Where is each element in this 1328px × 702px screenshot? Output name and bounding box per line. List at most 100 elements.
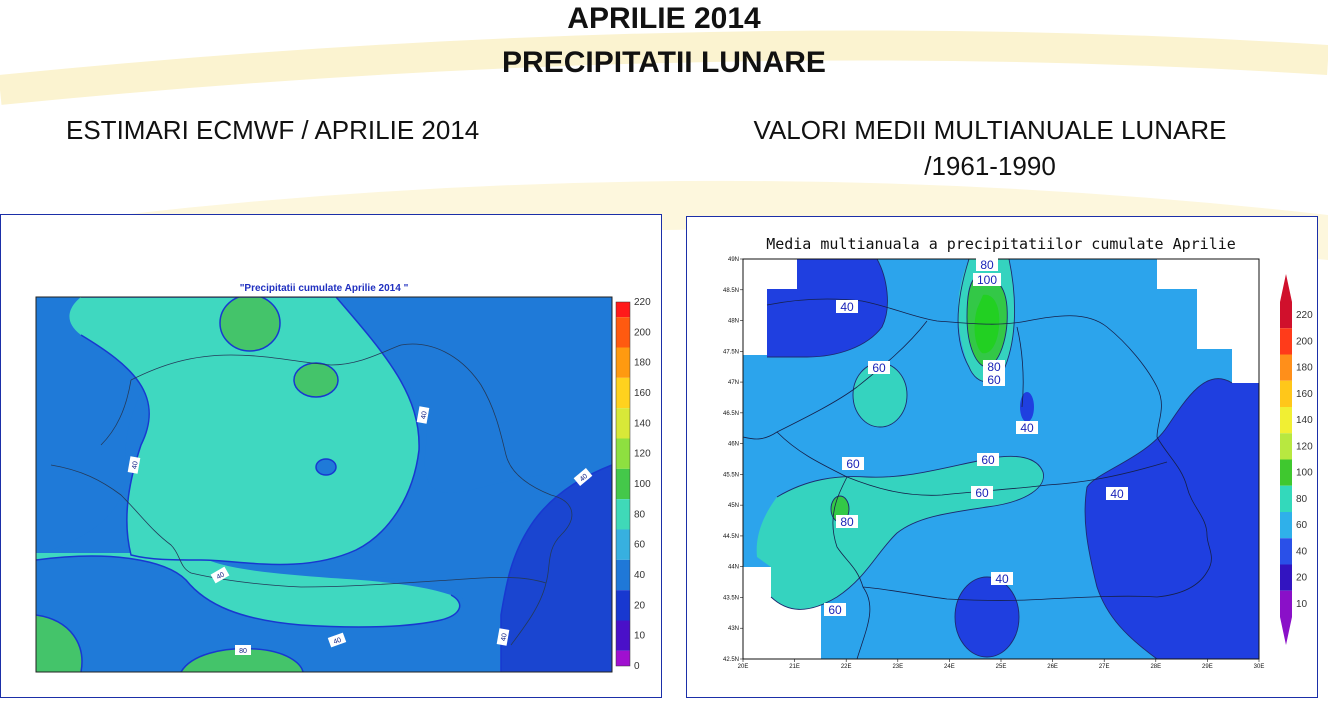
region-80-100 bbox=[181, 648, 303, 672]
legend-swatch bbox=[616, 377, 630, 409]
legend-swatch bbox=[616, 650, 630, 666]
contour-label: 40 bbox=[333, 637, 343, 646]
y-tick-label: 45N bbox=[728, 503, 739, 509]
x-tick-label: 24E bbox=[944, 664, 955, 670]
right-subtitle-line2: /1961-1990 bbox=[924, 151, 1056, 181]
x-tick-label: 27E bbox=[1099, 664, 1110, 670]
contour-label: 60 bbox=[828, 603, 842, 617]
contour-label: 40 bbox=[995, 572, 1009, 586]
x-tick-label: 23E bbox=[892, 664, 903, 670]
page-title-line2: PRECIPITATII LUNARE bbox=[502, 46, 826, 79]
legend-tick-label: 200 bbox=[634, 327, 651, 338]
contour-label: 40 bbox=[500, 633, 508, 642]
region-under-40 bbox=[767, 259, 888, 357]
legend-arrow-top bbox=[1280, 274, 1292, 302]
contour-label: 80 bbox=[239, 648, 247, 655]
legend-tick-label: 100 bbox=[1296, 468, 1313, 479]
legend-tick-label: 120 bbox=[634, 449, 651, 460]
legend-swatch bbox=[1280, 328, 1292, 355]
legend-tick-label: 10 bbox=[634, 631, 646, 642]
y-tick-label: 43N bbox=[728, 626, 739, 632]
climatology-legend: 220 200 180 160 140 120 100 80 60 40 20 10 bbox=[1280, 274, 1313, 645]
legend-tick-label: 180 bbox=[1296, 363, 1313, 374]
legend-swatch bbox=[1280, 380, 1292, 407]
legend-tick-label: 140 bbox=[634, 418, 651, 429]
x-tick-label: 28E bbox=[1150, 664, 1161, 670]
ecmwf-map: "Precipitatii cumulate Aprilie 2014 " 40… bbox=[35, 283, 651, 673]
ecmwf-map-panel: "Precipitatii cumulate Aprilie 2014 " 40… bbox=[0, 214, 662, 698]
contour-label: 40 bbox=[131, 461, 139, 470]
legend-tick-label: 160 bbox=[634, 388, 651, 399]
right-subtitle-line1: VALORI MEDII MULTIANUALE LUNARE bbox=[753, 115, 1227, 145]
legend-swatch bbox=[616, 499, 630, 530]
contour-label: 40 bbox=[1110, 487, 1124, 501]
legend-tick-label: 40 bbox=[634, 570, 646, 581]
legend-swatch bbox=[1280, 407, 1292, 434]
legend-swatch bbox=[1280, 564, 1292, 591]
legend-swatch bbox=[616, 302, 630, 318]
legend-tick-label: 100 bbox=[634, 479, 651, 490]
legend-tick-label: 120 bbox=[1296, 441, 1313, 452]
contour-label: 40 bbox=[579, 473, 590, 483]
y-tick-label: 47.5N bbox=[723, 349, 739, 355]
legend-swatch bbox=[1280, 512, 1292, 539]
x-tick-label: 26E bbox=[1047, 664, 1058, 670]
legend-swatch bbox=[1280, 354, 1292, 381]
legend-tick-label: 140 bbox=[1296, 415, 1313, 426]
climatology-map: Media multianuala a precipitatiilor cumu… bbox=[723, 235, 1313, 670]
y-tick-label: 44N bbox=[728, 565, 739, 571]
region-60-80 bbox=[69, 297, 420, 565]
contour-label: 60 bbox=[981, 453, 995, 467]
legend-tick-label: 60 bbox=[634, 540, 646, 551]
legend-tick-label: 80 bbox=[1296, 494, 1308, 505]
contour-label: 40 bbox=[420, 411, 428, 420]
contour-label: 80 bbox=[980, 258, 994, 272]
climatology-map-panel: Media multianuala a precipitatiilor cumu… bbox=[686, 216, 1318, 698]
contour-label: 40 bbox=[1020, 421, 1034, 435]
legend-swatch bbox=[616, 438, 630, 469]
y-tick-label: 46N bbox=[728, 442, 739, 448]
x-tick-label: 25E bbox=[996, 664, 1007, 670]
legend-swatch bbox=[1280, 302, 1292, 329]
y-tick-label: 49N bbox=[728, 257, 739, 263]
left-subtitle: ESTIMARI ECMWF / APRILIE 2014 bbox=[66, 115, 480, 145]
x-tick-label: 29E bbox=[1202, 664, 1213, 670]
legend-arrow-bottom bbox=[1280, 617, 1292, 645]
contour-label: 60 bbox=[987, 373, 1001, 387]
legend-tick-label: 160 bbox=[1296, 389, 1313, 400]
contour-label: 40 bbox=[216, 571, 226, 581]
climatology-map-title: Media multianuala a precipitatiilor cumu… bbox=[766, 235, 1236, 253]
legend-tick-label: 20 bbox=[1296, 573, 1308, 584]
ecmwf-contour-labels: 40 40 40 40 40 40 80 bbox=[127, 406, 593, 655]
legend-tick-label: 10 bbox=[1296, 599, 1308, 610]
legend-swatch bbox=[616, 317, 630, 348]
y-tick-label: 42.5N bbox=[723, 657, 739, 663]
legend-tick-label: 80 bbox=[634, 509, 646, 520]
legend-tick-label: 220 bbox=[1296, 310, 1313, 321]
y-tick-label: 48.5N bbox=[723, 288, 739, 294]
x-tick-label: 22E bbox=[841, 664, 852, 670]
contour-label: 40 bbox=[840, 300, 854, 314]
contour-label: 80 bbox=[987, 360, 1001, 374]
legend-swatch bbox=[1280, 485, 1292, 512]
legend-swatch bbox=[616, 347, 630, 378]
legend-swatch bbox=[1280, 459, 1292, 486]
legend-tick-label: 60 bbox=[1296, 520, 1308, 531]
legend-swatch bbox=[616, 408, 630, 439]
x-tick-label: 20E bbox=[738, 664, 749, 670]
legend-tick-label: 200 bbox=[1296, 336, 1313, 347]
legend-swatch bbox=[616, 468, 630, 500]
contour-label: 60 bbox=[975, 486, 989, 500]
climatology-axes: 20E 21E 22E 23E 24E 25E 26E 27E 28E 29E 30E 49N 48.5… bbox=[723, 257, 1264, 670]
x-tick-label: 21E bbox=[789, 664, 800, 670]
climatology-contour-labels: 80 100 40 60 80 60 40 60 60 60 40 80 40 … bbox=[824, 258, 1128, 617]
legend-swatch bbox=[616, 620, 630, 651]
legend-tick-label: 220 bbox=[634, 297, 651, 308]
contour-label: 100 bbox=[977, 273, 997, 287]
page-title-line1: APRILIE 2014 bbox=[567, 2, 761, 35]
legend-swatch bbox=[1280, 538, 1292, 565]
legend-tick-label: 40 bbox=[1296, 546, 1308, 557]
legend-tick-label: 20 bbox=[634, 600, 646, 611]
